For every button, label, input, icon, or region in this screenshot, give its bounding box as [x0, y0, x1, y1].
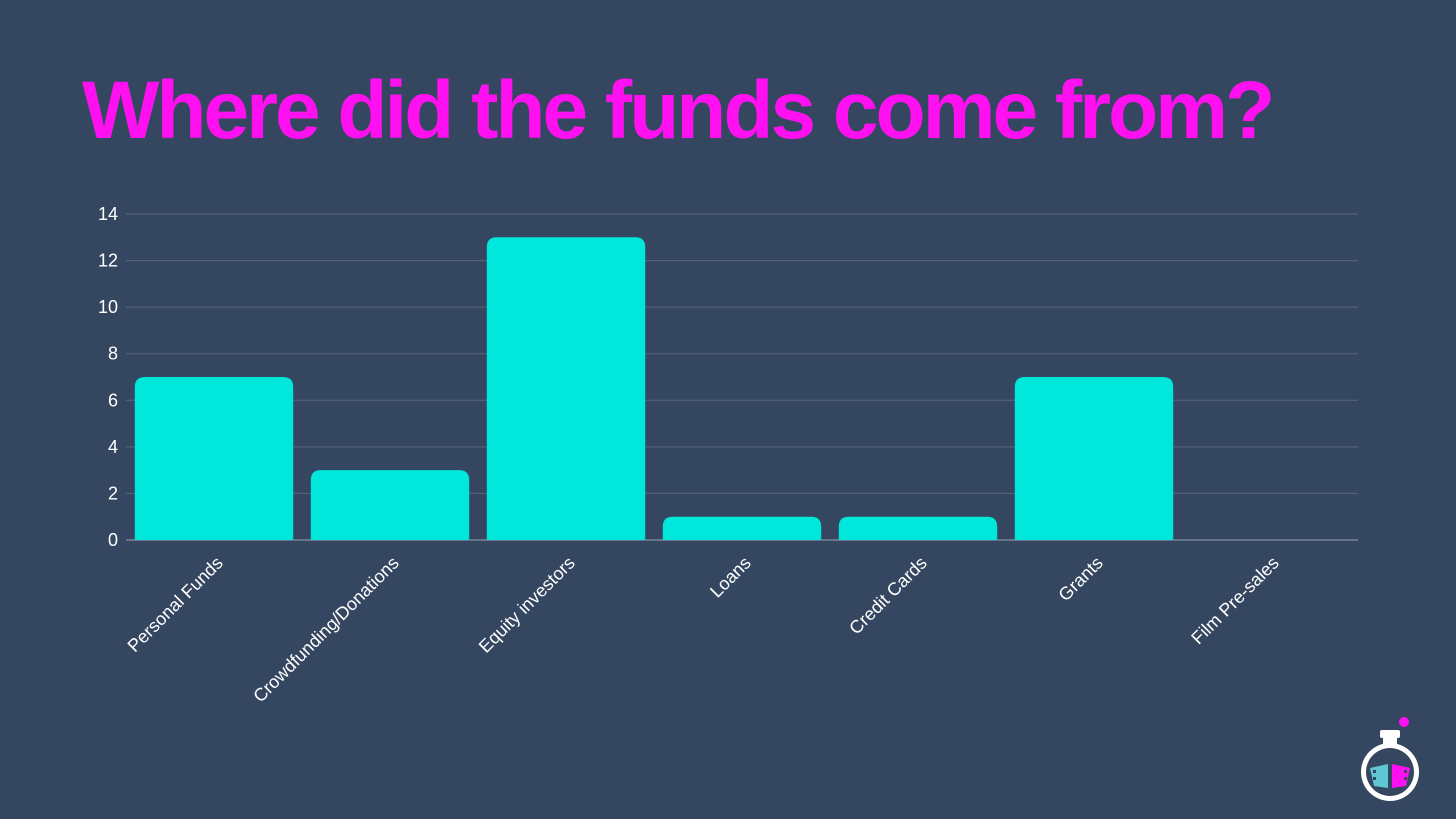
- y-tick-label: 10: [98, 297, 118, 317]
- x-tick-label: Grants: [1054, 553, 1106, 605]
- bar-crowdfunding-donations: [310, 470, 470, 540]
- bar-equity-investors: [486, 237, 646, 541]
- bar-personal-funds: [134, 377, 294, 540]
- bar-credit-cards: [838, 516, 998, 540]
- x-tick-label: Crowdfunding/Donations: [249, 553, 403, 707]
- x-tick-label: Credit Cards: [845, 553, 931, 639]
- x-tick-label: Personal Funds: [124, 553, 227, 656]
- y-tick-label: 0: [108, 530, 118, 550]
- y-axis-ticks: 0 2 4 6 8 10 12 14: [98, 204, 118, 550]
- flask-logo-icon: [1361, 717, 1419, 801]
- y-tick-label: 6: [108, 390, 118, 410]
- x-tick-label: Loans: [706, 553, 755, 602]
- y-tick-label: 2: [108, 483, 118, 503]
- bars: [134, 237, 1174, 541]
- bar-loans: [662, 516, 822, 540]
- x-tick-label: Equity investors: [475, 553, 579, 657]
- x-tick-label: Film Pre-sales: [1187, 553, 1282, 648]
- y-tick-label: 12: [98, 251, 118, 271]
- bar-grants: [1014, 377, 1174, 540]
- x-axis-labels: Personal Funds Crowdfunding/Donations Equi…: [124, 553, 1283, 707]
- y-tick-label: 4: [108, 437, 118, 457]
- y-tick-label: 8: [108, 344, 118, 364]
- page-title: Where did the funds come from?: [82, 65, 1275, 156]
- y-tick-label: 14: [98, 204, 118, 224]
